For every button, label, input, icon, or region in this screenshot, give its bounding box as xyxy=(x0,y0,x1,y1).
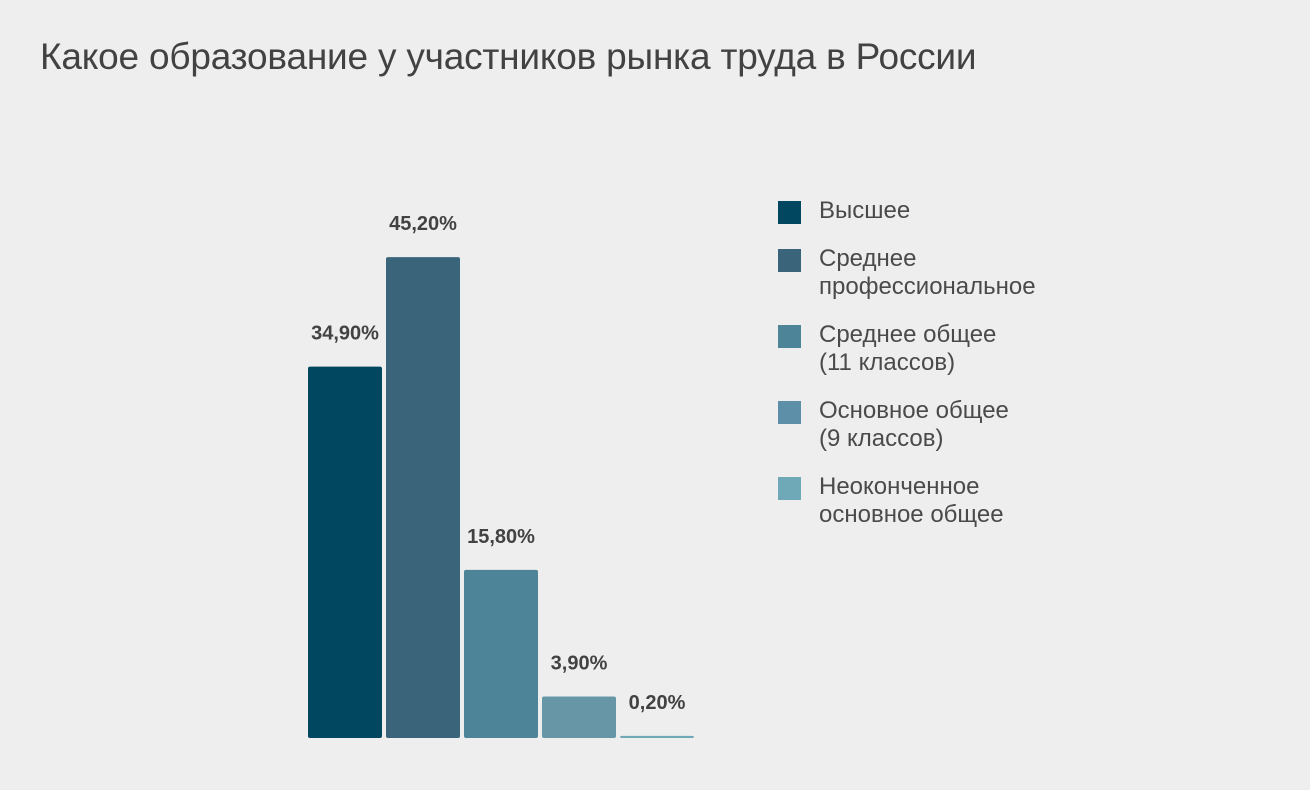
data-labels-group: 34,90% 45,20% 15,80% 3,90% 0,20% xyxy=(311,213,685,714)
data-label-3: 15,80% xyxy=(467,526,535,548)
legend-item: Среднее общее (11 классов) xyxy=(778,321,1098,377)
bar-2 xyxy=(386,257,460,738)
legend-swatch xyxy=(778,249,801,272)
legend-swatch xyxy=(778,201,801,224)
legend-label: Среднее профессиональное xyxy=(819,245,1036,300)
chart-title: Какое образование у участников рынка тру… xyxy=(40,36,977,77)
legend-item: Высшее xyxy=(778,197,1098,225)
bar-4 xyxy=(542,696,616,738)
legend-item: Среднее профессиональное xyxy=(778,245,1098,301)
bar-3 xyxy=(464,569,538,738)
data-label-2: 45,20% xyxy=(389,213,457,235)
legend-item: Основное общее (9 классов) xyxy=(778,397,1098,453)
legend-label: Неоконченное основное общее xyxy=(819,473,1004,528)
chart-legend: Высшее Среднее профессиональное Среднее … xyxy=(778,197,1098,529)
bar-1 xyxy=(308,366,382,738)
bars-group xyxy=(308,257,694,738)
legend-swatch xyxy=(778,477,801,500)
legend-item: Неоконченное основное общее xyxy=(778,473,1098,529)
data-label-1: 34,90% xyxy=(311,323,379,345)
bar-5 xyxy=(620,735,694,738)
legend-label: Основное общее (9 классов) xyxy=(819,397,1009,452)
data-label-4: 3,90% xyxy=(551,653,608,675)
legend-swatch xyxy=(778,325,801,348)
legend-label: Высшее xyxy=(819,197,911,224)
legend-swatch xyxy=(778,401,801,424)
legend-label: Среднее общее (11 классов) xyxy=(819,321,997,376)
data-label-5: 0,20% xyxy=(629,692,686,714)
